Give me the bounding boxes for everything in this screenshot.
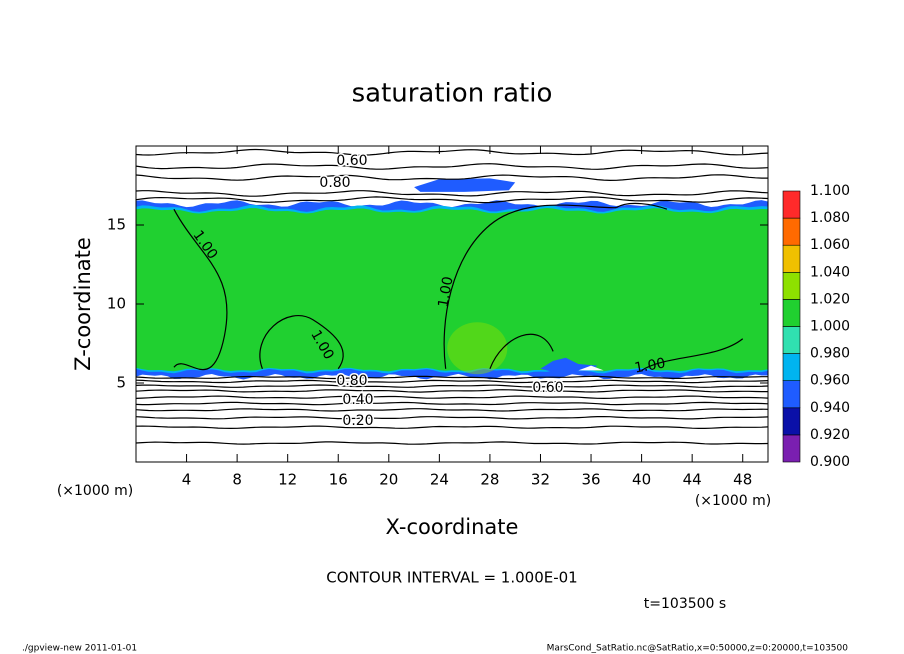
- contour-line: [135, 416, 769, 420]
- field: [135, 148, 769, 445]
- contour-line: [173, 208, 228, 371]
- contour-line: [135, 441, 769, 445]
- x-tick-label: 48: [733, 471, 752, 489]
- colorbar-bin: [782, 244, 801, 273]
- contour-line: [259, 315, 344, 370]
- colorbar-bin: [782, 380, 801, 409]
- x-tick-label: 12: [278, 471, 297, 489]
- colorbar-label: 1.040: [810, 264, 850, 280]
- contour-interval: CONTOUR INTERVAL = 1.000E-01: [326, 569, 577, 587]
- colorbar-label: 1.100: [810, 183, 850, 199]
- x-tick-label: 8: [232, 471, 242, 489]
- colorbar-label: 0.960: [810, 373, 850, 389]
- colorbar-label: 0.980: [810, 346, 850, 362]
- x-tick-label: 44: [683, 471, 702, 489]
- y-axis-label: Z-coordinate: [71, 237, 95, 371]
- x-tick-label: 20: [379, 471, 398, 489]
- contour-line: [135, 384, 769, 388]
- x-tick-label: 36: [581, 471, 600, 489]
- colorbar-bin: [782, 299, 801, 327]
- contour-line: [135, 375, 768, 380]
- contour-label: 1.00: [435, 275, 456, 308]
- x-tick-label: 16: [329, 471, 348, 489]
- chart-title: saturation ratio: [352, 79, 553, 109]
- colorbar-bin: [782, 190, 801, 219]
- colorbar-label: 1.020: [810, 291, 850, 307]
- contour-label: 0.60: [336, 153, 367, 169]
- contour-line: [135, 401, 769, 406]
- contour-line: [135, 389, 768, 393]
- contour-label: 0.60: [532, 380, 563, 396]
- footer-left: ./gpview-new 2011-01-01: [22, 644, 137, 654]
- contour-line: [135, 174, 768, 182]
- x-tick-label: 4: [182, 471, 192, 489]
- contour-label: 1.00: [633, 355, 666, 376]
- contour-label: 0.80: [319, 175, 350, 191]
- colorbar-bin: [782, 326, 801, 354]
- colorbar-label: 0.940: [810, 400, 850, 416]
- y-tick-label: 5: [116, 374, 126, 392]
- colorbar-bin: [782, 407, 801, 436]
- contour-line: [616, 202, 668, 210]
- contour-line: [489, 333, 554, 369]
- colorbar-bin: [782, 271, 801, 300]
- colorbar-label: 1.000: [810, 319, 850, 335]
- y-tick-label: 15: [107, 216, 126, 234]
- field-blob: [414, 178, 516, 192]
- x-axis-label: X-coordinate: [386, 515, 519, 539]
- contour-line: [135, 163, 769, 170]
- contour-line: [135, 196, 769, 204]
- colorbar-label: 0.920: [810, 427, 850, 443]
- footer-right: MarsCond_SatRatio.nc@SatRatio,x=0:50000,…: [547, 644, 849, 654]
- y-tick-label: 10: [107, 295, 126, 313]
- contour-line: [135, 395, 769, 400]
- contour-line: [443, 204, 617, 369]
- field-peak: [447, 322, 508, 375]
- contour-line: [641, 338, 744, 371]
- contour-line: [135, 425, 769, 430]
- time-label: t=103500 s: [644, 596, 726, 612]
- x-tick-label: 32: [531, 471, 550, 489]
- x-tick-label: 28: [480, 471, 499, 489]
- contour-line: [135, 190, 769, 197]
- colorbar-label: 1.060: [810, 237, 850, 253]
- contour-label: 0.20: [342, 413, 373, 429]
- colorbar-bin: [782, 217, 801, 246]
- contour-line: [135, 148, 769, 156]
- colorbar-bin: [782, 353, 801, 382]
- field-gap: [578, 365, 604, 371]
- contour-label: 0.40: [342, 392, 373, 408]
- x-unit-right: (×1000 m): [695, 493, 771, 509]
- colorbar-label: 0.900: [810, 454, 850, 470]
- colorbar-bin: [782, 434, 801, 463]
- contour-line: [135, 379, 769, 384]
- x-tick-label: 24: [430, 471, 449, 489]
- contour-line: [135, 408, 769, 412]
- contour-label: 0.80: [336, 373, 367, 389]
- x-tick-label: 40: [632, 471, 651, 489]
- x-unit-left: (×1000 m): [57, 483, 133, 499]
- colorbar-label: 1.080: [810, 210, 850, 226]
- field-blob: [540, 357, 598, 372]
